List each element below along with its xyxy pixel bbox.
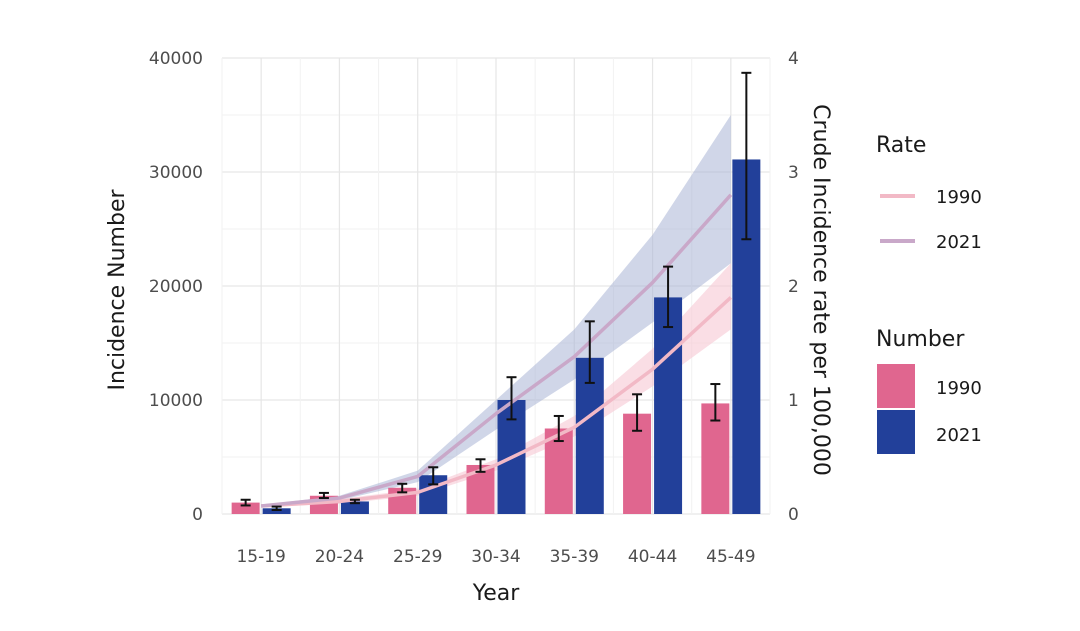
left-axis-tick-labels: 0 10000 20000 30000 40000 [149,49,203,525]
legend-number-1990-label: 1990 [936,378,982,399]
y-axis-title: Incidence Number [105,189,130,391]
bar-1990-15-19 [231,502,260,514]
y2-axis-title: Crude Incidence rate per 100,000 [808,104,833,476]
x-tick-label: 30-34 [471,547,520,567]
y2-tick-label: 4 [788,49,799,69]
bar-2021-15-19 [262,508,291,514]
x-axis-tick-labels: 15-19 20-24 25-29 30-34 35-39 40-44 45-49 [236,547,755,567]
rate-line-1990 [261,296,733,508]
rate-band-1990 [261,263,731,508]
rate-band-2021 [261,115,731,508]
x-tick-label: 25-29 [393,547,442,567]
x-tick-label: 40-44 [628,547,677,567]
rate-confidence-bands [261,115,731,508]
y-tick-label: 20000 [149,277,203,297]
error-bars [240,71,752,512]
y-tick-label: 0 [192,505,203,525]
legend-number-1990-key [877,364,915,408]
y2-tick-label: 3 [788,163,799,183]
legend-number-2021-label: 2021 [936,425,982,446]
y2-tick-label: 0 [788,505,799,525]
legend-number-2021-key [877,410,915,454]
legend-rate-title: Rate [876,133,926,158]
legend-rate-1990-label: 1990 [936,187,982,208]
y-tick-label: 10000 [149,391,203,411]
x-axis-title: Year [472,581,521,606]
legend-rate-2021-label: 2021 [936,232,982,253]
x-tick-label: 45-49 [706,547,755,567]
bar-1990-45-49 [701,403,730,514]
bar-1990-35-39 [544,428,573,514]
x-tick-label: 35-39 [550,547,599,567]
y-tick-label: 40000 [149,49,203,69]
grid [221,57,771,515]
bar-2021-40-44 [654,297,683,514]
rate-line-2021 [260,193,733,508]
bars [231,159,761,514]
right-axis-tick-labels: 0 1 2 3 4 [788,49,799,525]
y2-tick-label: 1 [788,391,799,411]
legend-number-title: Number [876,327,965,352]
bar-2021-20-24 [340,501,369,514]
y2-tick-label: 2 [788,277,799,297]
x-tick-label: 15-19 [236,547,285,567]
x-tick-label: 20-24 [315,547,364,567]
rate-lines [260,193,733,508]
legend: Rate 1990 2021 Number 1990 2021 [876,133,982,454]
y-tick-label: 30000 [149,163,203,183]
